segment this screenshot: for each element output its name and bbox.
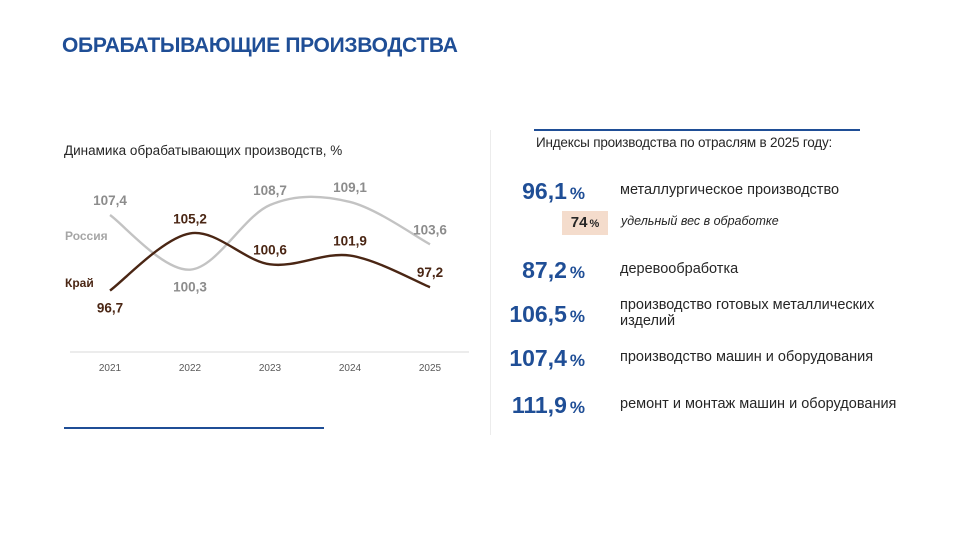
- index-value: 107,4%: [509, 345, 585, 371]
- chart-title: Динамика обрабатывающих производств, %: [64, 143, 343, 158]
- index-label: ремонт и монтаж машин и оборудования: [620, 396, 897, 412]
- index-label: производство машин и оборудования: [620, 349, 874, 365]
- x-tick-label: 2022: [179, 363, 202, 374]
- index-row: 96,1% металлургическое производство: [500, 178, 940, 208]
- data-label: 97,2: [417, 265, 443, 280]
- index-value: 87,2%: [522, 257, 585, 283]
- series-line-0: [109, 195, 431, 271]
- vertical-divider: [490, 130, 491, 435]
- data-label: 105,2: [173, 211, 207, 226]
- share-badge: 74%: [562, 211, 608, 235]
- data-label: 107,4: [93, 193, 127, 208]
- indices-title: Индексы производства по отраслям в 2025 …: [536, 135, 833, 150]
- index-value: 96,1%: [522, 178, 585, 204]
- index-row: 87,2% деревообработка: [500, 257, 940, 287]
- data-label: 100,6: [253, 242, 287, 257]
- x-tick-label: 2021: [99, 363, 122, 374]
- left-rule: [64, 427, 324, 429]
- index-row: 106,5% производство готовых металлически…: [500, 297, 940, 329]
- legend-krai: Край: [65, 276, 94, 290]
- legend-russia: Россия: [65, 229, 108, 243]
- data-label: 101,9: [333, 234, 367, 249]
- index-label: производство готовых металлических издел…: [620, 297, 875, 329]
- share-label: удельный вес в обработке: [621, 214, 779, 228]
- x-tick-label: 2023: [259, 363, 282, 374]
- data-label: 108,7: [253, 183, 287, 198]
- x-tick-label: 2024: [339, 363, 362, 374]
- data-label: 96,7: [97, 301, 123, 316]
- index-label: металлургическое производство: [620, 182, 840, 198]
- index-value: 106,5%: [509, 301, 585, 327]
- index-value: 111,9%: [511, 392, 585, 418]
- x-tick-label: 2025: [419, 363, 442, 374]
- data-label: 100,3: [173, 280, 207, 295]
- right-rule: [534, 129, 860, 131]
- page-title: ОБРАБАТЫВАЮЩИЕ ПРОИЗВОДСТВА: [62, 34, 458, 57]
- index-label: деревообработка: [620, 261, 739, 277]
- series-line-1: [109, 231, 431, 292]
- data-label: 109,1: [333, 180, 367, 195]
- index-row: 107,4% производство машин и оборудования: [500, 345, 940, 375]
- index-row: 111,9% ремонт и монтаж машин и оборудова…: [500, 392, 940, 422]
- data-label: 103,6: [413, 222, 447, 237]
